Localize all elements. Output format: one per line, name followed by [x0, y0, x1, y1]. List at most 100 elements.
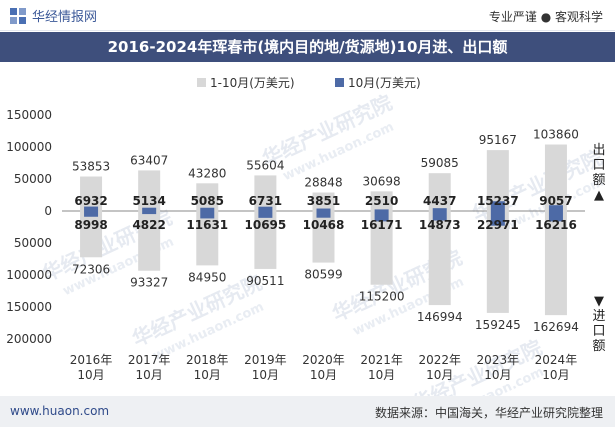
data-label-month-export: 6932 [74, 194, 107, 208]
side-label-char: 口 [592, 158, 605, 173]
data-label-ytd-import: 146994 [417, 310, 463, 324]
bar-month-export [142, 207, 157, 211]
data-label-month-import: 14873 [419, 218, 461, 232]
bar-ytd-import [544, 211, 567, 316]
bar-ytd-import [370, 211, 393, 285]
side-label-char: 出 [592, 143, 605, 158]
top-bar: 华经情报网 专业严谨 ● 客观科学 [0, 0, 615, 31]
data-label-month-import: 22971 [477, 218, 519, 232]
y-tick-label: 200000 [6, 332, 52, 346]
data-label-month-import: 10695 [245, 218, 287, 232]
bar-month-export [490, 201, 505, 211]
bar-ytd-export [428, 173, 451, 211]
data-label-month-export: 6731 [249, 194, 282, 208]
data-label-ytd-import: 159245 [475, 318, 521, 332]
legend-swatch-month [335, 78, 344, 87]
data-label-month-import: 11631 [186, 218, 228, 232]
bar-ytd-export [370, 191, 393, 211]
data-label-ytd-export: 63407 [130, 153, 168, 167]
side-label-import: ▼进口额 [592, 294, 605, 354]
bar-ytd-export [486, 150, 509, 211]
bar-month-export [200, 207, 215, 211]
bar-ytd-export [312, 192, 335, 211]
x-tick-label: 2021年 10月 [360, 353, 403, 382]
bar-month-export [548, 205, 563, 211]
data-label-month-export: 5134 [132, 194, 165, 208]
data-label-month-import: 8998 [74, 218, 107, 232]
x-tick-label: 2023年 10月 [477, 353, 520, 382]
chart-title: 2016-2024年珲春市(境内目的地/货源地)10月进、出口额 [0, 32, 615, 62]
bar-ytd-export [138, 170, 161, 211]
bar-month-export [84, 206, 99, 211]
data-label-month-export: 3851 [307, 194, 340, 208]
x-tick-label: 2022年 10月 [418, 353, 461, 382]
brand-name: 华经情报网 [32, 10, 98, 25]
brand: 华经情报网 [10, 6, 97, 25]
x-tick-label: 2017年 10月 [128, 353, 171, 382]
bar-ytd-export [80, 176, 103, 211]
tagline: 专业严谨 ● 客观科学 [488, 10, 603, 24]
data-label-ytd-import: 115200 [359, 290, 405, 304]
data-label-ytd-export: 95167 [479, 133, 517, 147]
chart-legend: 1-10月(万美元) 10月(万美元) [197, 76, 421, 90]
data-label-month-export: 5085 [191, 194, 224, 208]
footer-site: www.huaon.com [10, 404, 110, 418]
x-axis: 2016年 10月 2017年 10月 2018年 10月 2019年 10月 2020年 10月… [70, 353, 577, 382]
data-label-month-export: 4437 [423, 194, 456, 208]
bar-ytd-export [196, 183, 219, 211]
side-label-char: ▲ [594, 188, 604, 203]
data-label-month-import: 10468 [303, 218, 345, 232]
side-label-char: 额 [592, 173, 605, 188]
bar-month-export [432, 208, 447, 211]
side-label-export: 出口额▲ [592, 143, 605, 203]
side-label-char: 进 [592, 309, 605, 324]
data-label-month-export: 9057 [539, 194, 572, 208]
data-label-ytd-import: 162694 [533, 320, 579, 334]
data-label-ytd-export: 28848 [304, 176, 342, 190]
bar-month-import [490, 211, 505, 226]
data-label-ytd-export: 53853 [72, 160, 110, 174]
data-label-ytd-export: 43280 [188, 166, 226, 180]
chart-area: 华经产业研究院www.huaon.com华经产业研究院www.huaon.com… [6, 76, 606, 396]
bar-ytd-import [80, 211, 103, 258]
x-tick-label: 2024年 10月 [535, 353, 578, 382]
side-labels: 出口额▲▼进口额 [592, 143, 605, 354]
legend-swatch-ytd [197, 78, 206, 87]
data-label-ytd-import: 72306 [72, 262, 110, 276]
bar-month-import [316, 211, 331, 218]
side-label-char: ▼ [594, 294, 604, 309]
data-label-ytd-import: 84950 [188, 270, 226, 284]
bar-month-import [84, 211, 99, 217]
data-label-month-import: 16216 [535, 218, 577, 232]
data-label-ytd-export: 103860 [533, 128, 579, 142]
x-tick-label: 2018年 10月 [186, 353, 229, 382]
bar-ytd-import [428, 211, 451, 306]
x-tick-label: 2019年 10月 [244, 353, 287, 382]
legend-label-ytd: 1-10月(万美元) [210, 76, 295, 90]
y-tick-label: 100000 [6, 268, 52, 282]
footer: www.huaon.com 数据来源：中国海关，华经产业研究院整理 [0, 396, 615, 427]
bar-layer [80, 144, 567, 316]
data-label-ytd-export: 30698 [363, 174, 401, 188]
side-label-char: 额 [592, 339, 605, 354]
y-tick-label: 150000 [6, 300, 52, 314]
data-label-layer: 53853 72306 6932 8998 63407 93327 5134 4822 4328… [72, 128, 579, 335]
bar-month-import [258, 211, 273, 218]
bar-month-import [548, 211, 563, 222]
bar-month-import [432, 211, 447, 221]
y-tick-label: 150000 [6, 108, 52, 122]
bar-ytd-export [254, 175, 277, 211]
data-label-month-import: 4822 [132, 218, 165, 232]
bar-ytd-import [196, 211, 219, 266]
data-label-month-export: 15237 [477, 194, 519, 208]
data-label-ytd-import: 90511 [246, 274, 284, 288]
bar-ytd-import [138, 211, 161, 271]
data-label-ytd-export: 55604 [246, 158, 284, 172]
y-axis: 150000 100000 50000 0 50000 100000 150000 20000… [6, 108, 52, 346]
data-label-month-export: 2510 [365, 194, 398, 208]
x-tick-label: 2020年 10月 [302, 353, 345, 382]
x-tick-label: 2016年 10月 [70, 353, 113, 382]
bar-month-export [374, 209, 389, 211]
legend-label-month: 10月(万美元) [348, 76, 421, 90]
y-tick-label: 0 [44, 204, 52, 218]
